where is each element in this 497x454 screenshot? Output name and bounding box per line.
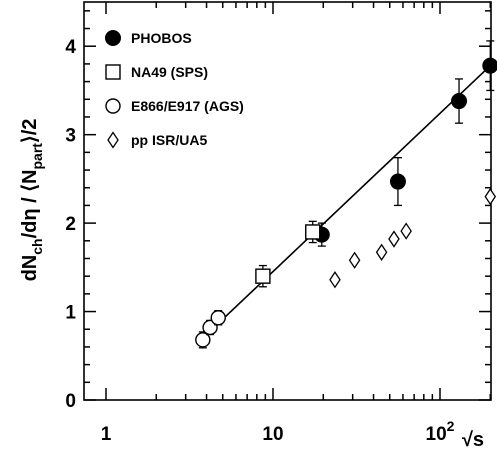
legend-label: E866/E917 (AGS) <box>131 98 244 114</box>
legend: PHOBOS NA49 (SPS) E866/E917 (AGS) pp ISR/UA… <box>105 30 244 149</box>
x-tick-label: 1 <box>101 424 112 445</box>
point-series-3-4 <box>400 222 412 240</box>
y-axis-title: dNch/dη / ⟨Npart⟩/2 <box>19 119 45 282</box>
plot-frame <box>83 1 492 401</box>
y-axis: 0 1 2 3 4 <box>65 10 491 412</box>
fit-line-group <box>202 65 491 339</box>
point-series-1-1 <box>305 224 321 240</box>
legend-marker-1 <box>105 64 121 80</box>
point-series-2-0 <box>195 332 211 348</box>
data-points <box>195 40 497 349</box>
point-series-2-2 <box>210 310 226 326</box>
point-series-3-1 <box>348 251 361 269</box>
point-series-3-3 <box>388 230 400 248</box>
point-series-0-1 <box>389 173 406 190</box>
y-tick-label: 4 <box>65 37 76 58</box>
y-tick-label: 1 <box>65 303 76 324</box>
legend-marker-0 <box>105 30 121 46</box>
legend-label: NA49 (SPS) <box>131 64 208 80</box>
x-tick-label: 102 <box>426 418 455 445</box>
legend-label: PHOBOS <box>131 30 192 46</box>
y-tick-label: 2 <box>65 214 76 235</box>
legend-marker-2 <box>105 98 121 114</box>
point-series-3-2 <box>375 243 388 261</box>
x-tick-label: 10 <box>262 424 283 445</box>
y-tick-label: 3 <box>65 126 76 147</box>
point-series-0-3 <box>482 57 497 74</box>
y-tick-label: 0 <box>65 391 76 412</box>
point-series-0-2 <box>451 93 468 110</box>
fit-line <box>202 65 491 339</box>
point-series-2-1 <box>202 319 218 336</box>
point-series-3-5 <box>484 187 497 206</box>
y-axis-title-group: dNch/dη / ⟨Npart⟩/2 <box>19 119 45 282</box>
x-axis-title-group: √s <box>462 429 484 451</box>
legend-label: pp ISR/UA5 <box>131 132 207 148</box>
legend-marker-3 <box>107 131 119 149</box>
x-axis-title: √s <box>462 429 484 451</box>
point-series-1-0 <box>255 268 271 284</box>
point-series-3-0 <box>329 271 341 289</box>
